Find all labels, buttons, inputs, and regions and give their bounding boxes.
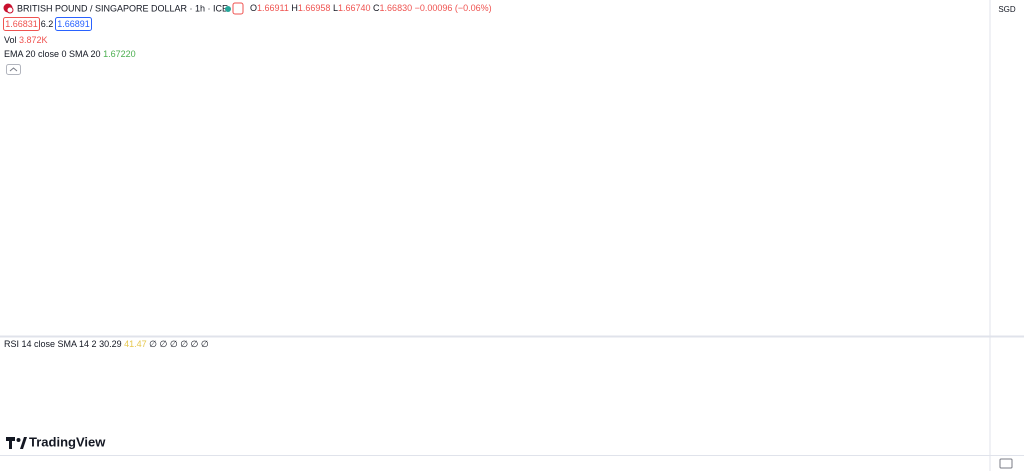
collapse-button[interactable] — [6, 64, 21, 75]
logo-mark — [16, 438, 21, 442]
rsi-sma-value: 41.47 — [124, 339, 147, 349]
ohlc-value: 1.66740 — [338, 3, 371, 13]
volume-value: 3.872K — [19, 35, 48, 45]
bid-box[interactable] — [3, 17, 40, 31]
spread: 6.2 — [41, 19, 54, 29]
ema-label: EMA 20 close 0 SMA 20 — [4, 49, 101, 59]
ohlc-key: L — [333, 3, 338, 13]
ohlc-change: −0.00096 (−0.06%) — [415, 3, 492, 13]
rsi-extra: ∅ ∅ ∅ ∅ ∅ ∅ — [149, 339, 209, 349]
logo-mark — [6, 437, 15, 449]
price-axis — [990, 0, 1024, 455]
collapse-arrow — [9, 67, 18, 72]
settings-icon[interactable] — [999, 458, 1013, 469]
ohlc-legend: O1.66911 H1.66958 L1.66740 C1.66830 −0.0… — [250, 3, 492, 13]
ema-legend: EMA 20 close 0 SMA 20 1.67220 — [4, 49, 136, 59]
volume-label: Vol — [4, 35, 17, 45]
rsi-value: 30.29 — [99, 339, 122, 349]
symbol-flag — [6, 6, 14, 14]
ohlc-value: 1.66911 — [257, 3, 289, 13]
volume-legend: Vol 3.872K — [4, 35, 48, 45]
ask-box[interactable] — [55, 17, 92, 31]
ohlc-value: 1.66830 — [380, 3, 413, 13]
ohlc-key: C — [373, 3, 380, 13]
logo-mark — [20, 437, 27, 449]
currency[interactable]: SGD — [998, 5, 1016, 14]
symbol-title: BRITISH POUND / SINGAPORE DOLLAR · 1h · … — [17, 3, 228, 13]
ask-price: 1.66891 — [57, 19, 90, 29]
ema-value: 1.67220 — [103, 49, 136, 59]
ohlc-value: 1.66958 — [298, 3, 331, 13]
ohlc-key: O — [250, 3, 257, 13]
ohlc-key: H — [291, 3, 298, 13]
logo-text: TradingView — [29, 434, 106, 449]
market-status — [225, 6, 231, 12]
rsi-legend: RSI 14 close SMA 14 2 30.29 41.47 ∅ ∅ ∅ … — [4, 339, 209, 349]
bid-price: 1.66831 — [5, 19, 38, 29]
rsi-label: RSI 14 close SMA 14 2 — [4, 339, 97, 349]
alert-icon[interactable] — [232, 2, 244, 15]
